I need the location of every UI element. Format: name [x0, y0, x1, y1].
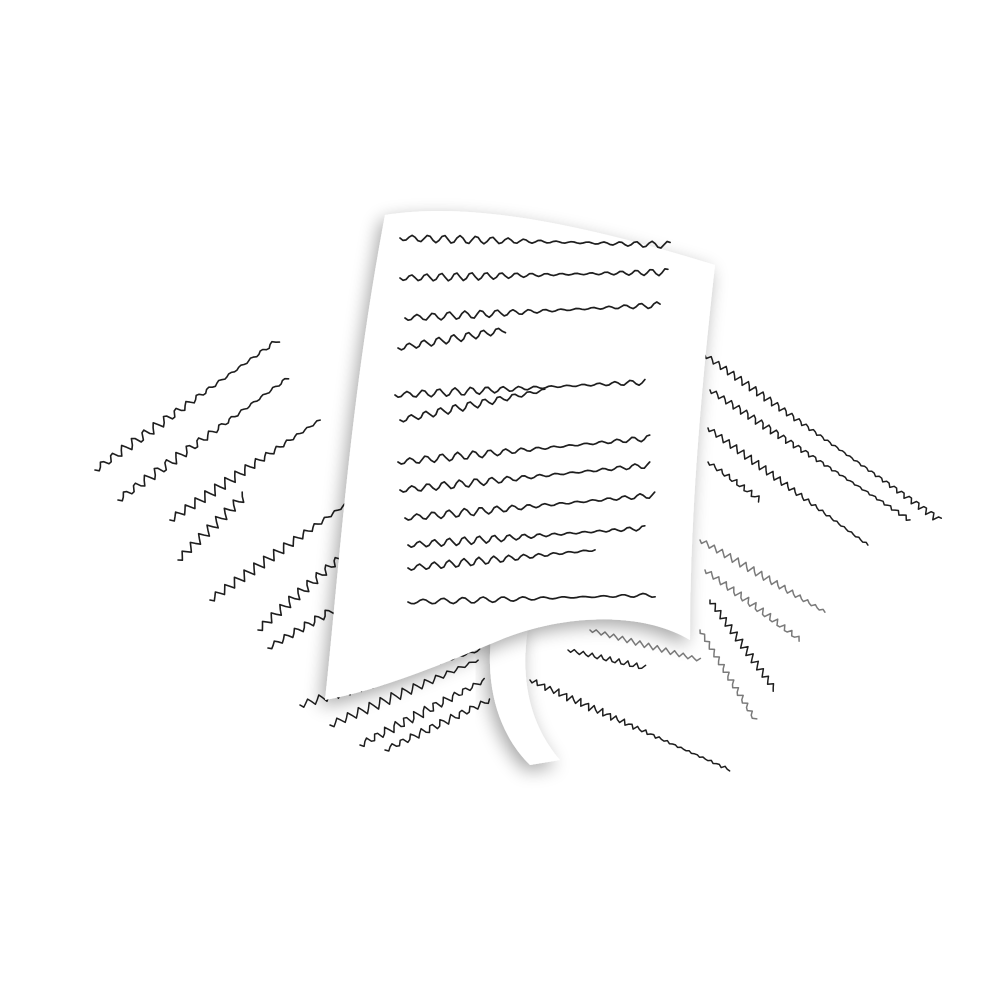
scribble-line	[407, 592, 656, 605]
scribble-line	[397, 327, 507, 351]
scribble-line	[177, 491, 245, 561]
scribble-line	[397, 434, 651, 465]
scribble-line	[404, 301, 661, 322]
scribble-line	[394, 378, 646, 399]
scribble-line	[704, 354, 943, 521]
curled-page	[489, 628, 560, 765]
scribble-line	[699, 629, 758, 720]
scribble-line	[209, 503, 346, 602]
scribble-line	[709, 389, 911, 522]
scribble-line	[329, 659, 479, 728]
scribble-line	[359, 677, 485, 748]
scribble-line	[707, 427, 869, 546]
scribble-line	[399, 388, 546, 423]
scribble-line	[169, 419, 321, 522]
scribble-line	[529, 679, 731, 772]
scribble-line	[699, 539, 826, 613]
scribble-line	[399, 268, 669, 282]
scribble-line	[589, 629, 702, 662]
scribble-line	[707, 461, 760, 503]
scribble-line	[567, 648, 647, 670]
scribble-line	[399, 461, 651, 493]
right-sheet-scribbles	[699, 354, 943, 720]
left-sheet-scribbles	[94, 340, 362, 650]
scribble-line	[399, 234, 671, 249]
scribble-line	[407, 549, 596, 571]
scribble-line	[117, 377, 290, 502]
scribble-line	[709, 599, 775, 693]
front-sheet-scribbles	[394, 234, 671, 605]
scribble-line	[407, 524, 646, 549]
scribble-line	[384, 698, 491, 752]
scribble-line	[704, 569, 800, 642]
scribble-line	[404, 491, 656, 521]
front-sheet	[325, 211, 715, 701]
scribble-line	[94, 340, 281, 472]
